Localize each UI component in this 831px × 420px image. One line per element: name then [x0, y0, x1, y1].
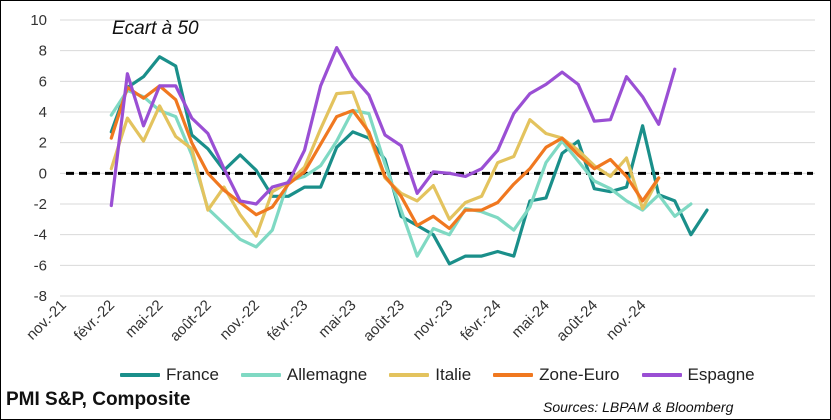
series-line-espagne — [109, 45, 677, 208]
x-tick-label: févr.-23 — [264, 297, 311, 344]
y-tick-label: 4 — [39, 104, 47, 121]
x-tick-label: févr.-24 — [457, 297, 504, 344]
legend-item-france: France — [120, 365, 219, 385]
y-tick-label: 8 — [39, 43, 47, 60]
legend-item-espagne: Espagne — [641, 365, 755, 385]
legend-item-allemagne: Allemagne — [240, 365, 368, 385]
y-tick-label: -4 — [34, 227, 47, 244]
series-line-france — [109, 55, 709, 266]
legend-item-zone-euro: Zone-Euro — [493, 365, 620, 385]
y-tick-label: -2 — [34, 196, 47, 213]
chart-source: Sources: LBPAM & Bloomberg — [543, 399, 734, 415]
y-tick-label: -8 — [34, 288, 47, 305]
legend-swatch — [120, 373, 160, 377]
legend-item-italie: Italie — [389, 365, 471, 385]
chart-legend: France Allemagne Italie Zone-Euro Espagne — [120, 362, 820, 388]
legend-swatch — [240, 373, 281, 377]
legend-label: Allemagne — [286, 365, 368, 384]
x-tick-label: mai-23 — [315, 297, 359, 341]
y-tick-label: 6 — [39, 73, 47, 90]
chart-annotation: Ecart à 50 — [112, 18, 199, 39]
legend-label: France — [166, 365, 219, 384]
x-tick-label: nov.-24 — [603, 297, 650, 344]
y-tick-label: 2 — [39, 135, 47, 152]
x-tick-label: août-24 — [553, 297, 601, 345]
legend-label: Italie — [435, 365, 472, 384]
x-tick-label: mai-24 — [508, 297, 552, 341]
x-tick-label: févr.-22 — [71, 297, 118, 344]
y-tick-label: 10 — [30, 12, 47, 29]
x-tick-label: nov.-22 — [216, 297, 263, 344]
y-tick-label: -6 — [34, 257, 47, 274]
legend-swatch — [389, 373, 430, 377]
x-tick-label: août-23 — [360, 297, 408, 345]
legend-swatch — [493, 373, 534, 377]
legend-label: Zone-Euro — [539, 365, 620, 384]
x-tick-label: mai-22 — [122, 297, 166, 341]
y-tick-label: 0 — [39, 165, 47, 182]
series-line-zone-euro — [109, 84, 661, 231]
x-tick-label: août-22 — [167, 297, 215, 345]
legend-label: Espagne — [687, 365, 755, 384]
x-tick-label: nov.-23 — [410, 297, 457, 344]
legend-swatch — [641, 373, 682, 377]
chart-title: PMI S&P, Composite — [6, 389, 191, 410]
